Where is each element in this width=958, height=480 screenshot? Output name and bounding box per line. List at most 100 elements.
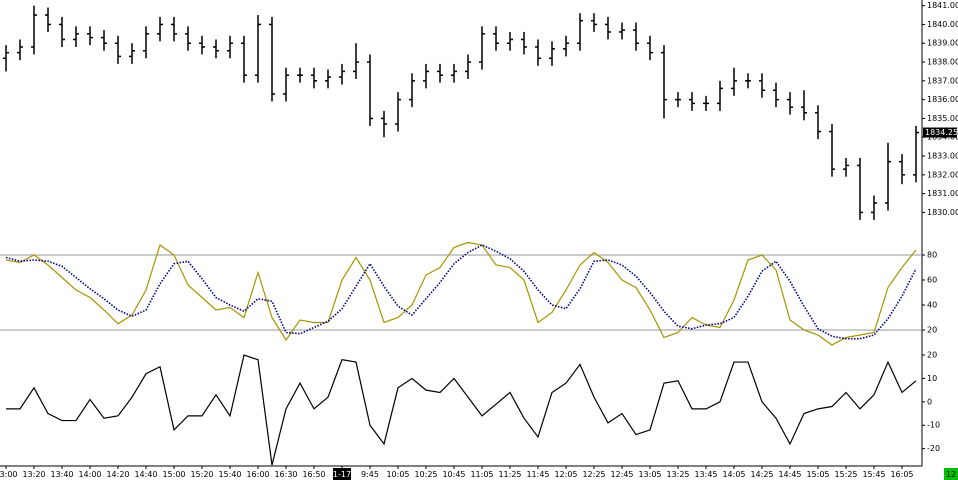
ohlc-bar bbox=[605, 16, 611, 40]
x-tick-label: 1-17 bbox=[333, 470, 351, 479]
series-line bbox=[5, 241, 917, 346]
y-tick-label: -20 bbox=[927, 444, 940, 453]
y-tick-label: 1832.00 bbox=[927, 170, 958, 179]
ohlc-bar bbox=[689, 92, 695, 111]
ohlc-bar bbox=[451, 63, 457, 83]
ohlc-bar bbox=[241, 35, 247, 83]
ohlc-bar bbox=[815, 105, 821, 140]
y-tick-label: 0 bbox=[927, 397, 932, 406]
x-tick-label: 15:05 bbox=[806, 470, 829, 479]
status-badge-box bbox=[944, 468, 958, 480]
ohlc-bar bbox=[255, 15, 261, 83]
y-tick-label: 1831.00 bbox=[927, 189, 958, 198]
ohlc-bar bbox=[661, 45, 667, 119]
ohlc-bar bbox=[479, 26, 485, 70]
ohlc-bar bbox=[843, 157, 849, 177]
ohlc-bar bbox=[913, 125, 919, 183]
y-tick-label: 40 bbox=[927, 301, 937, 310]
ohlc-bar bbox=[717, 80, 723, 111]
ohlc-bar bbox=[213, 39, 219, 59]
y-tick-label: 1837.00 bbox=[927, 76, 958, 85]
y-tick-label: 20 bbox=[927, 351, 937, 360]
y-tick-label: 1833.00 bbox=[927, 152, 958, 161]
ohlc-bar bbox=[3, 45, 9, 72]
y-tick-label: 10 bbox=[927, 374, 937, 383]
ohlc-bar bbox=[521, 31, 527, 55]
x-tick-label: 12:45 bbox=[610, 470, 633, 479]
x-tick-label: 16:30 bbox=[274, 470, 297, 479]
ohlc-bar bbox=[423, 63, 429, 89]
y-tick-label: 20 bbox=[927, 326, 937, 335]
y-tick-label: 1840.00 bbox=[927, 20, 958, 29]
x-tick-label: 13:20 bbox=[22, 470, 45, 479]
ohlc-bar bbox=[465, 54, 471, 79]
x-tick-label: 15:00 bbox=[162, 470, 185, 479]
y-tick-label: 1839.00 bbox=[927, 39, 958, 48]
ohlc-bar bbox=[129, 43, 135, 64]
last-price-box bbox=[923, 127, 957, 138]
series-line bbox=[5, 244, 917, 340]
y-tick-label: 1838.00 bbox=[927, 58, 958, 67]
x-tick-label: 12:25 bbox=[582, 470, 605, 479]
ohlc-bar bbox=[381, 110, 387, 138]
x-tick-label: 15:20 bbox=[190, 470, 213, 479]
x-tick-label: 15:40 bbox=[218, 470, 241, 479]
ohlc-bar bbox=[45, 7, 51, 32]
ohlc-bar bbox=[647, 35, 653, 61]
x-tick-label: 14:25 bbox=[750, 470, 773, 479]
ohlc-bar bbox=[731, 67, 737, 96]
y-tick-label: -10 bbox=[927, 421, 940, 430]
ohlc-bar bbox=[563, 35, 569, 57]
ohlc-bar bbox=[535, 39, 541, 66]
ohlc-bar bbox=[577, 13, 583, 51]
ohlc-bar bbox=[31, 5, 37, 55]
ohlc-bar bbox=[59, 16, 65, 47]
ohlc-bar bbox=[339, 63, 345, 85]
ohlc-bar bbox=[367, 54, 373, 126]
ohlc-bar bbox=[493, 26, 499, 51]
x-tick-label: 13:00 bbox=[0, 470, 18, 479]
ohlc-bar bbox=[549, 41, 555, 66]
ohlc-bar bbox=[143, 26, 149, 59]
ohlc-bar bbox=[185, 26, 191, 51]
y-tick-label: 1830.00 bbox=[927, 208, 958, 217]
ohlc-bar bbox=[311, 67, 317, 89]
ohlc-bar bbox=[829, 124, 835, 177]
ohlc-bar bbox=[283, 67, 289, 102]
x-tick-label: 14:45 bbox=[778, 470, 801, 479]
ohlc-bar bbox=[633, 22, 639, 51]
ohlc-bar bbox=[17, 39, 23, 61]
x-tick-label: 16:50 bbox=[302, 470, 325, 479]
ohlc-bar bbox=[157, 16, 163, 42]
x-tick-label: 13:05 bbox=[638, 470, 661, 479]
ohlc-bar bbox=[787, 92, 793, 115]
x-tick-label: 14:05 bbox=[722, 470, 745, 479]
x-tick-label: 16:00 bbox=[246, 470, 269, 479]
date-badge bbox=[333, 468, 351, 480]
x-tick-label: 11:45 bbox=[526, 470, 549, 479]
x-tick-label: 15:25 bbox=[834, 470, 857, 479]
ohlc-bar bbox=[353, 43, 359, 79]
x-tick-label: 14:00 bbox=[78, 470, 101, 479]
x-tick-label: 13:45 bbox=[694, 470, 717, 479]
ohlc-bar bbox=[703, 95, 709, 111]
x-tick-label: 10:05 bbox=[386, 470, 409, 479]
y-tick-label: 80 bbox=[927, 251, 937, 260]
ohlc-bar bbox=[437, 63, 443, 83]
ohlc-bar bbox=[395, 92, 401, 132]
ohlc-bar bbox=[773, 82, 779, 108]
y-tick-label: 1841.00 bbox=[927, 1, 958, 10]
ohlc-bar bbox=[801, 90, 807, 121]
x-tick-label: 15:45 bbox=[862, 470, 885, 479]
ohlc-bar bbox=[101, 30, 107, 51]
status-badge: 12 bbox=[946, 470, 956, 479]
ohlc-bar bbox=[87, 26, 93, 46]
ohlc-bar bbox=[297, 67, 303, 83]
x-tick-label: 13:25 bbox=[666, 470, 689, 479]
x-tick-label: 14:20 bbox=[106, 470, 129, 479]
y-tick-label: 60 bbox=[927, 276, 937, 285]
ohlc-bar bbox=[675, 92, 681, 108]
x-tick-label: 12:05 bbox=[554, 470, 577, 479]
ohlc-bar bbox=[227, 35, 233, 59]
